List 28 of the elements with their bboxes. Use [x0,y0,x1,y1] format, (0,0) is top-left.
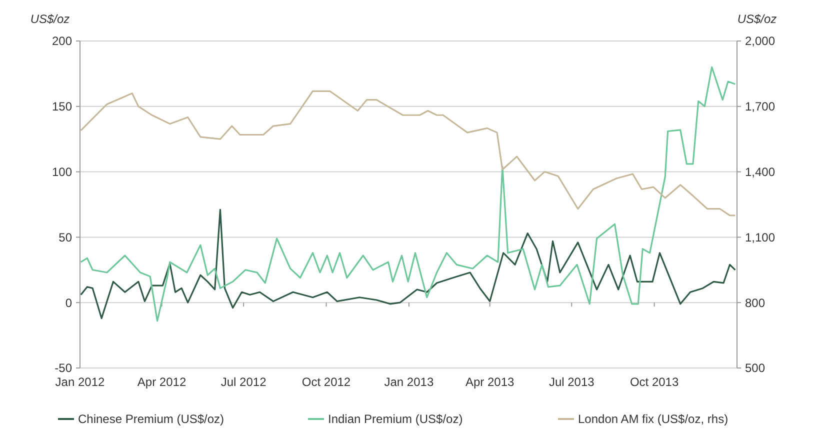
x-tick-label: Apr 2013 [465,375,515,389]
x-tick-label: Jul 2012 [220,375,267,389]
x-tick-label: Jan 2013 [384,375,434,389]
y-tick-label: 100 [52,165,72,179]
y2-tick-label: 1,100 [745,230,776,244]
y2-tick-label: 500 [745,361,766,376]
line-series [80,208,736,320]
y2-tick-label: 1,400 [745,165,776,179]
x-tick-label: Jul 2013 [548,375,595,389]
y-tick-label: 200 [52,34,72,48]
x-tick-label: Oct 2013 [630,375,679,389]
y-tick-label: -50 [54,361,72,376]
y2-tick-label: 800 [745,296,766,310]
line-series [80,66,736,322]
y-tick-label: 0 [65,296,72,310]
y2-tick-label: 2,000 [745,34,776,48]
x-tick-label: Jan 2012 [55,375,106,389]
line-series [80,90,736,216]
legend-label: Chinese Premium (US$/oz) [78,412,224,426]
y-tick-label: 50 [58,230,72,244]
x-tick-label: Oct 2012 [302,375,351,389]
legend-label: Indian Premium (US$/oz) [328,412,463,426]
y2-tick-label: 1,700 [745,100,776,114]
y-tick-label: 150 [52,100,72,114]
y2-axis-title: US$/oz [737,12,777,26]
x-tick-label: Apr 2012 [137,375,186,389]
legend-label: London AM fix (US$/oz, rhs) [578,412,728,426]
y-axis-title: US$/oz [30,12,70,26]
